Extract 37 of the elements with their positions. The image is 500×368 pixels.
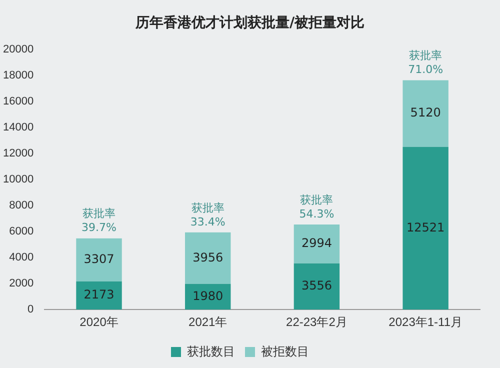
bar: [76, 281, 122, 310]
bar: [185, 232, 231, 284]
y-tick-label: 16000: [2, 96, 34, 108]
annotation: 获批率 54.3%: [299, 193, 334, 220]
annotation: 获批率 33.4%: [190, 201, 226, 228]
data-label: 3956: [192, 250, 224, 264]
y-tick-label: 0: [27, 304, 34, 316]
x-tick-label: 2021年: [188, 315, 228, 330]
legend-label: 被拒数目: [261, 344, 309, 358]
y-tick-label: 8000: [9, 200, 34, 212]
data-label: 2173: [84, 288, 114, 302]
bar: [402, 146, 448, 310]
x-tick-label: 22-23年2月: [286, 315, 348, 330]
y-tick-label: 2000: [9, 278, 34, 290]
annotation: 获批率 71.0%: [408, 49, 444, 76]
chart-title: 历年香港优才计划获批量/被拒量对比: [134, 14, 366, 33]
y-tick-label: 4000: [9, 252, 34, 264]
y-tick-label: 20000: [2, 44, 34, 56]
data-label: 3307: [84, 252, 114, 266]
y-tick-label: 14000: [2, 122, 34, 134]
annotation: 获批率 39.7%: [82, 207, 116, 234]
y-tick-label: 10000: [2, 174, 34, 186]
bar: [76, 238, 122, 282]
y-tick-label: 6000: [9, 226, 34, 238]
bar: [402, 80, 448, 147]
y-tick-label: 18000: [2, 70, 34, 82]
data-label: 2994: [301, 236, 332, 250]
data-label: 1980: [192, 288, 224, 303]
bar: [294, 224, 340, 264]
x-tick-label: 2023年1-11月: [388, 315, 462, 330]
bar: [294, 263, 340, 310]
y-tick-label: 12000: [2, 148, 34, 160]
data-label: 5120: [410, 106, 441, 120]
data-label: 3556: [301, 278, 332, 293]
data-label: 12521: [406, 220, 445, 234]
x-tick-label: 2020年: [80, 315, 118, 330]
legend-label: 获批数目: [187, 344, 235, 358]
